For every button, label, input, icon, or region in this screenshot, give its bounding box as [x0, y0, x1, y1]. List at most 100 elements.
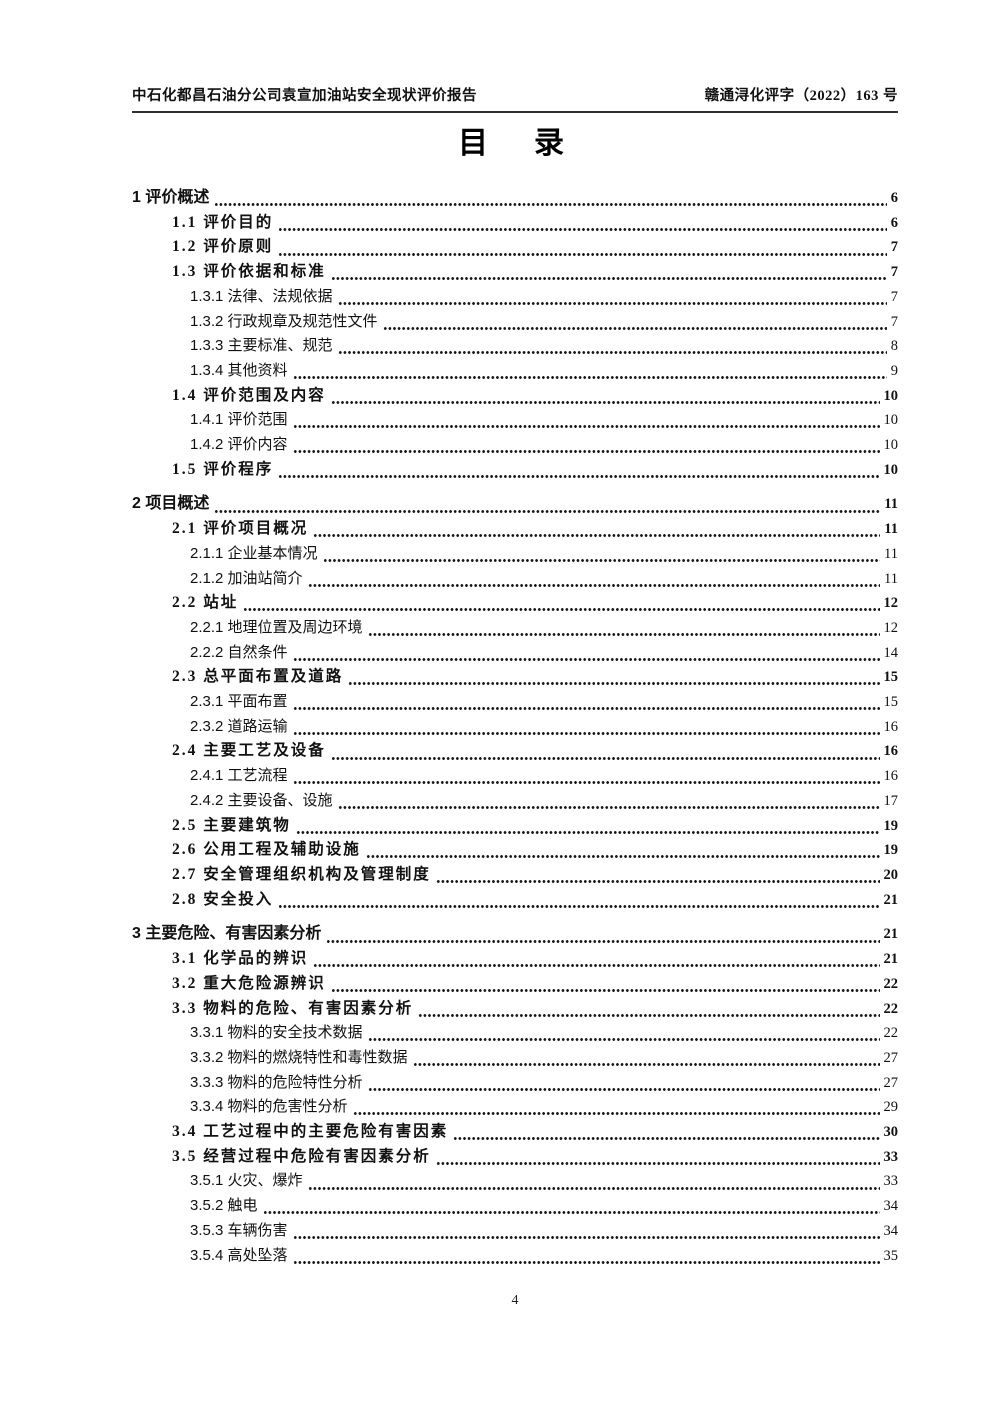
- toc-entry[interactable]: 1.3.3 主要标准、规范 8: [132, 334, 898, 359]
- toc-entry-page: 14: [883, 644, 899, 661]
- toc-entry-page: 35: [883, 1247, 899, 1264]
- toc-entry[interactable]: 3.5.1 火灾、爆炸 33: [132, 1169, 899, 1195]
- toc-entry-label: 1.1 评价目的: [172, 213, 274, 231]
- dotted-leader: [337, 334, 887, 359]
- toc-entry-label: 2.4 主要工艺及设备: [172, 742, 326, 760]
- toc-entry-page: 34: [883, 1198, 899, 1215]
- toc-entry[interactable]: 3.5.3 车辆伤害 34: [132, 1218, 898, 1244]
- toc-entry[interactable]: 2.3.1 平面布置 15: [132, 690, 898, 715]
- toc-entry[interactable]: 1.3 评价依据和标准 7: [132, 260, 898, 285]
- toc-entry[interactable]: 3.5.4 高处坠落 35: [132, 1243, 899, 1269]
- toc-entry[interactable]: 3.1 化学品的辨识 21: [132, 947, 898, 972]
- toc-entry[interactable]: 1.4 评价范围及内容 10: [132, 383, 899, 409]
- toc-entry[interactable]: 1.2 评价原则 7: [132, 235, 898, 261]
- toc-entry[interactable]: 2.4 主要工艺及设备 16: [132, 739, 898, 765]
- toc-entry[interactable]: 2.3.2 道路运输 16: [132, 714, 898, 740]
- dotted-leader: [365, 838, 880, 863]
- toc-entry[interactable]: 3.3 物料的危险、有害因素分析 22: [132, 996, 898, 1022]
- toc-entry-page: 22: [883, 975, 899, 992]
- dotted-leader: [330, 383, 880, 409]
- toc-entry-label: 2.1.1 企业基本情况: [190, 544, 318, 562]
- toc-entry-page: 11: [884, 496, 898, 513]
- toc-entry-page: 10: [883, 437, 899, 454]
- toc-entry-label: 1.4 评价范围及内容: [172, 386, 326, 404]
- toc-entry[interactable]: 3.2 重大危险源辨识 22: [132, 971, 899, 997]
- toc-entry-label: 2.3 总平面布置及道路: [172, 668, 344, 686]
- toc-entry-page: 10: [883, 387, 899, 404]
- toc-entry[interactable]: 3.4 工艺过程中的主要危险有害因素 30: [132, 1120, 898, 1145]
- toc-entry[interactable]: 2.4.1 工艺流程 16: [132, 764, 898, 789]
- toc-entry[interactable]: 1.3.1 法律、法规依据 7: [132, 284, 898, 310]
- toc-entry[interactable]: 3.5.2 触电 34: [132, 1194, 898, 1219]
- toc-entry[interactable]: 3.3.1 物料的安全技术数据 22: [132, 1021, 898, 1046]
- dotted-leader: [214, 186, 887, 211]
- toc-entry-label: 2 项目概述: [132, 495, 210, 513]
- toc-entry-label: 2.2.1 地理位置及周边环境: [190, 618, 363, 636]
- dotted-leader: [330, 739, 880, 765]
- toc-entry[interactable]: 1.4.1 评价范围 10: [132, 408, 898, 434]
- dotted-leader: [337, 284, 887, 310]
- dotted-leader: [330, 260, 887, 285]
- toc-entry[interactable]: 2.2.1 地理位置及周边环境 12: [132, 615, 899, 641]
- toc-entry[interactable]: 2.8 安全投入 21: [132, 887, 898, 913]
- toc-entry-label: 3.3.3 物料的危险特性分析: [190, 1073, 363, 1091]
- toc-entry[interactable]: 2.1 评价项目概况 11: [132, 517, 898, 542]
- toc-entry[interactable]: 1 评价概述 6: [132, 186, 898, 211]
- dotted-leader: [337, 788, 880, 814]
- toc-entry-label: 2.6 公用工程及辅助设施: [172, 841, 361, 859]
- toc-entry[interactable]: 1.5 评价程序 10: [132, 457, 898, 483]
- page-number: 4: [511, 1293, 519, 1308]
- toc-entry-page: 17: [883, 792, 899, 809]
- toc-entry[interactable]: 1.3.4 其他资料 9: [132, 358, 898, 384]
- toc-entry-label: 3.3 物料的危险、有害因素分析: [172, 999, 414, 1017]
- toc-entry[interactable]: 3.3.4 物料的危害性分析 29: [132, 1095, 899, 1121]
- toc-title: 目 录: [458, 127, 572, 160]
- dotted-leader: [313, 947, 880, 972]
- toc-entry-page: 27: [883, 1074, 899, 1091]
- dotted-leader: [278, 457, 880, 483]
- toc-entry-page: 21: [883, 951, 899, 968]
- toc-entry-label: 2.7 安全管理组织机构及管理制度: [172, 865, 431, 883]
- toc-entry[interactable]: 1.1 评价目的 6: [132, 210, 898, 236]
- toc-entry[interactable]: 1.4.2 评价内容 10: [132, 433, 898, 458]
- dotted-leader: [292, 408, 880, 434]
- toc-entry-page: 33: [883, 1173, 899, 1190]
- toc-entry[interactable]: 2 项目概述 11: [132, 492, 898, 518]
- toc-entry-page: 12: [883, 619, 899, 636]
- toc-entry[interactable]: 2.7 安全管理组织机构及管理制度 20: [132, 862, 898, 888]
- toc-entry-page: 29: [883, 1099, 899, 1116]
- dotted-leader: [367, 1070, 880, 1096]
- dotted-leader: [262, 1194, 880, 1219]
- toc-entry[interactable]: 1.3.2 行政规章及规范性文件 7: [132, 309, 898, 335]
- toc-entry-label: 3.3.1 物料的安全技术数据: [190, 1024, 363, 1042]
- dotted-leader: [292, 1218, 880, 1244]
- header-report-title: 中石化都昌石油分公司袁宣加油站安全现状评价报告: [132, 88, 477, 104]
- toc-entry[interactable]: 2.1.2 加油站简介 11: [132, 566, 898, 592]
- toc-entry-label: 3.5.3 车辆伤害: [190, 1221, 288, 1239]
- toc-entry[interactable]: 2.4.2 主要设备、设施 17: [132, 788, 899, 814]
- toc-entry-page: 8: [890, 338, 898, 355]
- dotted-leader: [307, 566, 881, 592]
- toc-entry[interactable]: 3.3.2 物料的燃烧特性和毒性数据 27: [132, 1045, 898, 1071]
- toc-entry[interactable]: 2.1.1 企业基本情况 11: [132, 541, 898, 567]
- toc-entry-label: 2.4.2 主要设备、设施: [190, 791, 333, 809]
- toc-entry[interactable]: 3.3.3 物料的危险特性分析 27: [132, 1070, 899, 1096]
- toc-entry[interactable]: 3.5 经营过程中危险有害因素分析 33: [132, 1144, 898, 1170]
- toc-entry-label: 3.5.1 火灾、爆炸: [190, 1172, 303, 1190]
- dotted-leader: [330, 971, 880, 997]
- toc-entry-label: 1.4.2 评价内容: [190, 436, 288, 454]
- toc-entry-label: 1 评价概述: [132, 189, 210, 206]
- toc-entry-page: 30: [883, 1124, 899, 1141]
- toc-entry[interactable]: 2.6 公用工程及辅助设施 19: [132, 838, 898, 863]
- toc-entry[interactable]: 2.2.2 自然条件 14: [132, 640, 899, 666]
- toc-entry[interactable]: 2.2 站址 12: [132, 591, 898, 616]
- toc-entry[interactable]: 2.3 总平面布置及道路 15: [132, 665, 898, 691]
- toc-entry[interactable]: 3 主要危险、有害因素分析 21: [132, 922, 898, 948]
- toc-entry-page: 19: [883, 817, 899, 834]
- toc-entry-label: 2.2.2 自然条件: [190, 643, 288, 661]
- dotted-leader: [292, 690, 880, 715]
- dotted-leader: [367, 1021, 880, 1046]
- toc-entry[interactable]: 2.5 主要建筑物 19: [132, 813, 899, 839]
- toc-entry-label: 3.5 经营过程中危险有害因素分析: [172, 1147, 431, 1165]
- dotted-leader: [307, 1169, 880, 1195]
